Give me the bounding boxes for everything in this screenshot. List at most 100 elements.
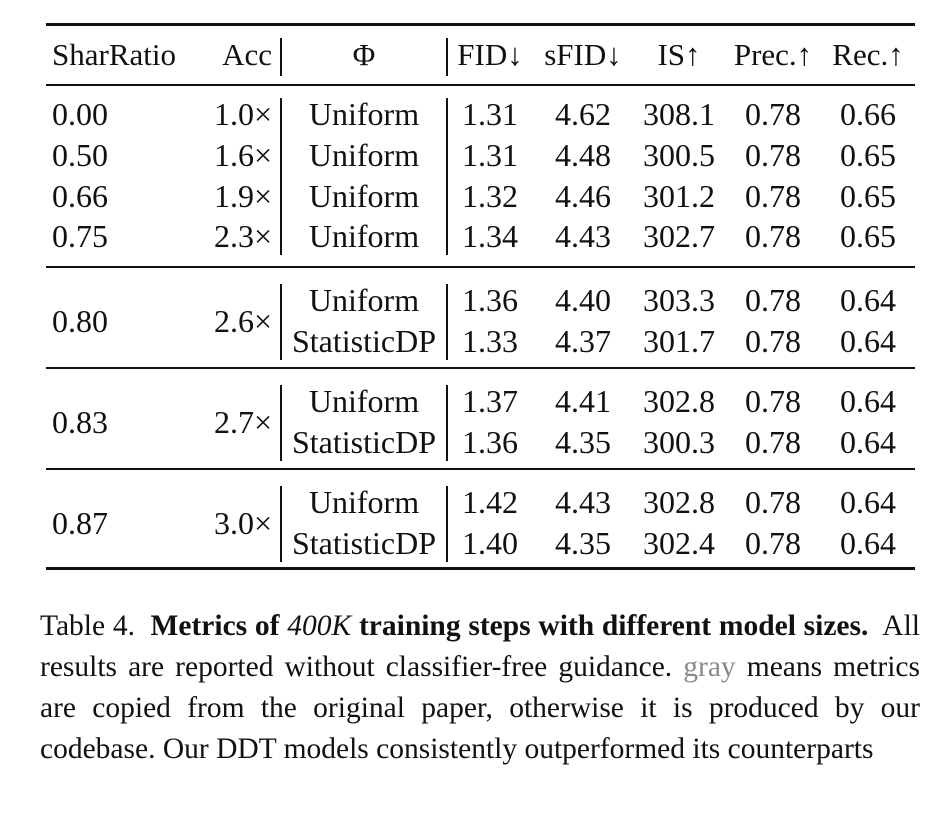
cell-rec: 0.64 — [840, 524, 896, 561]
cell-is: 303.3 — [643, 282, 715, 318]
cell-phi: Uniform — [308, 282, 420, 318]
cell-is: 308.1 — [643, 96, 715, 132]
cell-fid: 1.40 — [462, 524, 518, 561]
cell-fid: 1.32 — [462, 177, 518, 214]
cell-fid: 1.36 — [462, 423, 518, 460]
group-divider-1 — [280, 385, 282, 461]
cell-rec: 0.66 — [840, 96, 896, 132]
cell-rec: 0.64 — [840, 484, 896, 520]
table-bottom-rule — [46, 567, 915, 570]
cell-phi: Uniform — [308, 218, 420, 255]
cell-prec: 0.78 — [745, 282, 801, 318]
cell-rec: 0.64 — [840, 282, 896, 318]
cell-prec: 0.78 — [745, 136, 801, 173]
header-sfid: sFID↓ — [544, 37, 622, 72]
cell-acc: 2.7× — [213, 403, 272, 440]
cell-rec: 0.64 — [840, 322, 896, 359]
cell-shar-ratio: 0.83 — [52, 403, 108, 440]
cell-shar-ratio: 0.66 — [52, 177, 108, 214]
cell-sfid: 4.37 — [555, 322, 611, 359]
cell-shar-ratio: 0.87 — [52, 504, 108, 541]
cell-shar-ratio: 0.00 — [52, 96, 108, 132]
cell-fid: 1.34 — [462, 218, 518, 255]
cell-is: 300.5 — [643, 136, 715, 173]
group-rule — [46, 468, 915, 470]
cell-is: 302.8 — [643, 383, 715, 419]
cell-acc: 2.3× — [213, 218, 272, 255]
header-rule — [46, 84, 915, 86]
cell-phi: Uniform — [308, 484, 420, 520]
cell-phi: StatisticDP — [291, 322, 436, 359]
cell-is: 302.7 — [643, 218, 715, 255]
table-top-rule — [46, 23, 915, 26]
header-fid: FID↓ — [457, 37, 523, 72]
cell-fid: 1.33 — [462, 322, 518, 359]
header-phi: Φ — [352, 37, 376, 72]
cell-sfid: 4.35 — [555, 423, 611, 460]
group-divider-2 — [446, 284, 448, 360]
cell-sfid: 4.48 — [555, 136, 611, 173]
cell-phi: Uniform — [308, 177, 420, 214]
header-acc: Acc — [222, 37, 272, 72]
cell-acc: 1.6× — [213, 136, 272, 173]
cell-prec: 0.78 — [745, 383, 801, 419]
cell-acc: 2.6× — [213, 302, 272, 339]
cell-rec: 0.64 — [840, 423, 896, 460]
caption-text-2: means metrics are copied from the origin… — [40, 651, 921, 765]
cell-phi: Uniform — [308, 96, 420, 132]
header-divider-2 — [446, 38, 448, 76]
cell-prec: 0.78 — [745, 524, 801, 561]
cell-sfid: 4.35 — [555, 524, 611, 561]
caption-text-1: All results are reported without classif… — [40, 610, 920, 683]
header-prec: Prec.↑ — [733, 37, 813, 72]
group-rule — [46, 266, 915, 268]
cell-prec: 0.78 — [745, 177, 801, 214]
cell-is: 301.7 — [643, 322, 715, 359]
header-rec: Rec.↑ — [832, 37, 904, 72]
group-divider-2 — [446, 98, 448, 256]
header-sharratio: SharRatio — [52, 37, 176, 72]
cell-rec: 0.65 — [840, 177, 896, 214]
cell-prec: 0.78 — [745, 96, 801, 132]
cell-is: 302.4 — [643, 524, 715, 561]
group-rule — [46, 367, 915, 369]
cell-rec: 0.65 — [840, 136, 896, 173]
group-divider-2 — [446, 385, 448, 461]
group-divider-1 — [280, 98, 282, 256]
caption-bold-title: Metrics of 400K training steps with diff… — [150, 610, 869, 642]
cell-rec: 0.65 — [840, 218, 896, 255]
table-caption: Table 4. Metrics of 400K training steps … — [40, 606, 920, 770]
header-is: IS↑ — [657, 37, 701, 72]
cell-acc: 1.9× — [213, 177, 272, 214]
caption-label: Table 4. — [40, 610, 135, 642]
cell-fid: 1.42 — [462, 484, 518, 520]
cell-fid: 1.31 — [462, 136, 518, 173]
cell-fid: 1.36 — [462, 282, 518, 318]
cell-acc: 1.0× — [213, 96, 272, 132]
group-divider-1 — [280, 486, 282, 562]
cell-is: 302.8 — [643, 484, 715, 520]
header-divider-1 — [280, 38, 282, 76]
caption-gray-word: gray — [683, 651, 736, 683]
cell-prec: 0.78 — [745, 484, 801, 520]
cell-rec: 0.64 — [840, 383, 896, 419]
cell-shar-ratio: 0.80 — [52, 302, 108, 339]
caption-math: 400K — [287, 610, 352, 642]
cell-phi: Uniform — [308, 383, 420, 419]
cell-is: 300.3 — [643, 423, 715, 460]
cell-sfid: 4.43 — [555, 484, 611, 520]
cell-fid: 1.31 — [462, 96, 518, 132]
group-divider-2 — [446, 486, 448, 562]
group-divider-1 — [280, 284, 282, 360]
cell-fid: 1.37 — [462, 383, 518, 419]
cell-phi: Uniform — [308, 136, 420, 173]
cell-sfid: 4.62 — [555, 96, 611, 132]
cell-prec: 0.78 — [745, 322, 801, 359]
cell-phi: StatisticDP — [291, 423, 436, 460]
cell-prec: 0.78 — [745, 423, 801, 460]
cell-sfid: 4.41 — [555, 383, 611, 419]
cell-sfid: 4.46 — [555, 177, 611, 214]
cell-sfid: 4.43 — [555, 218, 611, 255]
cell-prec: 0.78 — [745, 218, 801, 255]
cell-phi: StatisticDP — [291, 524, 436, 561]
